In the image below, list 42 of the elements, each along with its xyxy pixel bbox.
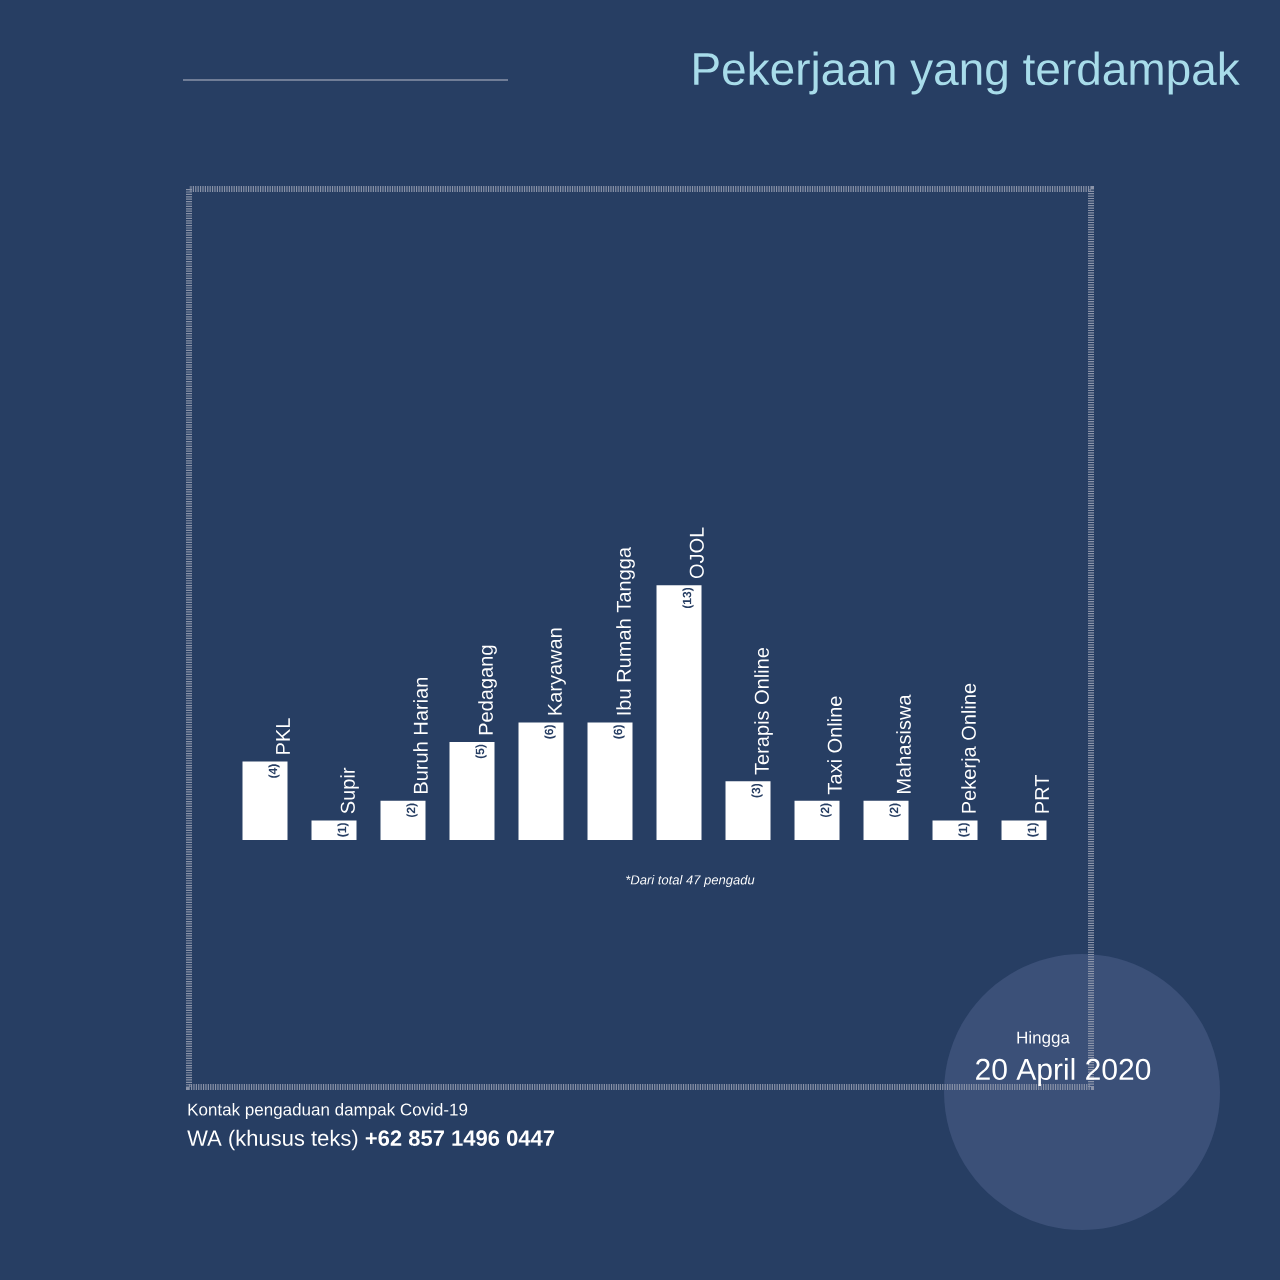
- data-label: (3): [751, 783, 763, 798]
- data-label: (5): [475, 744, 487, 759]
- x-tick-label: PRT: [1035, 775, 1049, 813]
- data-label: (1): [1027, 823, 1039, 837]
- bar: [242, 761, 288, 840]
- data-label: (4): [268, 764, 280, 778]
- bar: [449, 741, 495, 840]
- x-tick-label: Pedagang: [478, 645, 497, 735]
- bar: [794, 800, 840, 840]
- bar: [863, 800, 909, 840]
- x-tick-label: Karyawan: [547, 628, 566, 715]
- x-tick-label: Mahasiswa: [896, 694, 911, 794]
- bar: [932, 820, 978, 840]
- x-tick-label: Buruh Harian: [413, 677, 428, 794]
- chart-title: Pekerjaan yang terdampak: [694, 51, 1240, 95]
- bar: [1001, 820, 1047, 840]
- data-label: (6): [613, 725, 625, 739]
- x-tick-label: Pekerja Online: [961, 683, 980, 813]
- x-tick-label: Supir: [340, 767, 359, 814]
- data-label: (1): [337, 823, 349, 837]
- data-label: (6): [544, 725, 556, 739]
- x-tick-label: Ibu Rumah Tangga: [616, 546, 635, 715]
- text: *Dari total 47 pengadu: [626, 874, 755, 888]
- text: 20 April 2020: [976, 1058, 1151, 1086]
- bar: [656, 585, 702, 840]
- x-tick-label: OJOL: [689, 527, 704, 579]
- data-label: (13): [682, 587, 694, 609]
- bar: [518, 722, 564, 840]
- x-tick-label: Taxi Online: [827, 696, 842, 795]
- data-label: (2): [820, 803, 832, 818]
- x-tick-label: Terapis Online: [754, 647, 773, 775]
- x-tick-label: PKL: [276, 718, 290, 754]
- text: Hingga: [1017, 1031, 1070, 1047]
- data-label: (2): [889, 803, 901, 818]
- text: Kontak pengaduan dampak Covid-19: [188, 1103, 468, 1119]
- data-label: (1): [958, 823, 970, 837]
- data-label: (2): [406, 803, 418, 818]
- text: WA (khusus teks) +62 857 1496 0447: [187, 1129, 555, 1151]
- bar: [380, 800, 426, 840]
- bar: [587, 722, 633, 840]
- bar: [725, 781, 771, 840]
- bar: [311, 820, 357, 840]
